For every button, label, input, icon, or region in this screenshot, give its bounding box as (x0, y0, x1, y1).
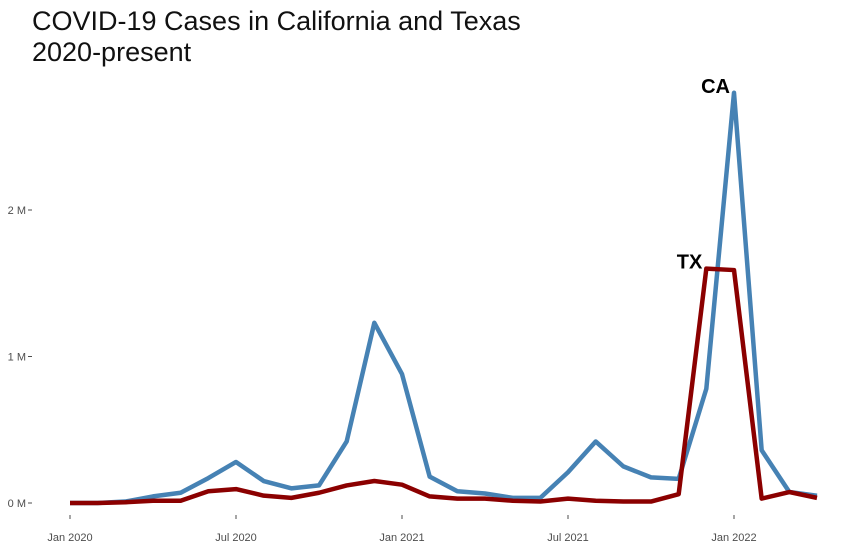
y-tick-label: 1 M (8, 352, 26, 364)
series-line-ca (70, 90, 818, 506)
series-label-layer: CA TX (677, 76, 730, 274)
chart-title-line-2: 2020-present (32, 37, 192, 67)
series-line-tx (70, 266, 818, 506)
series-label-tx: TX (677, 252, 703, 274)
x-tick-label: Jan 2021 (379, 532, 424, 544)
x-tick-label: Jan 2020 (47, 532, 92, 544)
x-tick-label: Jan 2022 (711, 532, 756, 544)
y-tick-label: 0 M (8, 498, 26, 510)
y-axis: 0 M 1 M 2 M (8, 205, 32, 510)
x-tick-label: Jul 2021 (547, 532, 589, 544)
chart-title-line-1: COVID-19 Cases in California and Texas (32, 6, 521, 36)
series-layer (70, 90, 818, 506)
chart-title: COVID-19 Cases in California and Texas 2… (32, 6, 521, 68)
x-axis: Jan 2020 Jul 2020 Jan 2021 Jul 2021 Jan 2022 (47, 515, 757, 544)
y-tick-label: 2 M (8, 205, 26, 217)
series-label-ca: CA (701, 76, 730, 98)
x-tick-label: Jul 2020 (215, 532, 257, 544)
